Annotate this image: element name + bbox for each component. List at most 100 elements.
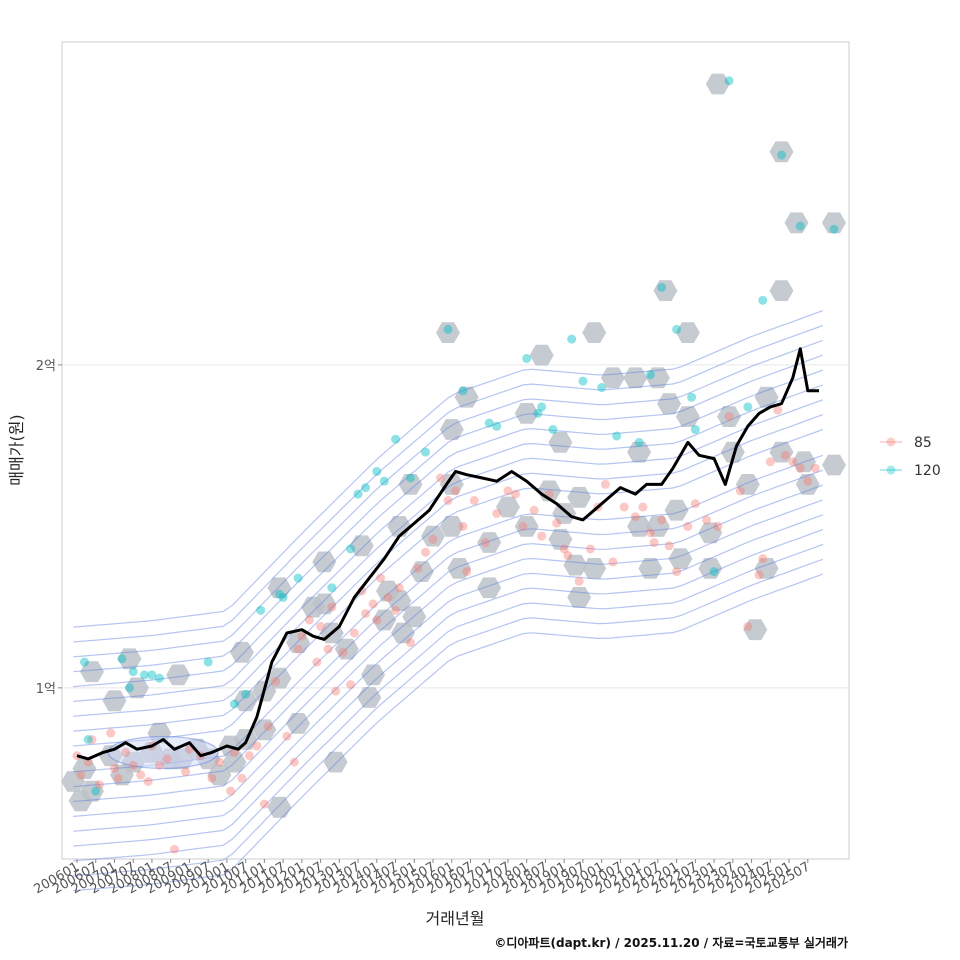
point-85	[327, 602, 337, 612]
point-120	[687, 392, 697, 402]
hexbin-cell	[80, 661, 104, 683]
point-85	[724, 412, 734, 422]
point-85	[143, 776, 153, 786]
point-85	[121, 747, 131, 757]
point-120	[327, 583, 337, 593]
point-120	[758, 295, 768, 305]
hexbin-cell	[769, 141, 794, 163]
point-85	[803, 476, 813, 486]
hexbin-cell	[600, 367, 625, 389]
hexbin-cell	[496, 496, 520, 518]
hexbin-cell	[233, 690, 258, 712]
point-120	[458, 386, 468, 396]
point-85	[331, 686, 341, 696]
point-120	[379, 476, 389, 486]
hexbin-cell	[312, 593, 337, 615]
point-85	[376, 573, 386, 583]
hexbin-cell	[638, 558, 663, 579]
point-120	[139, 670, 149, 680]
point-85	[600, 479, 610, 489]
hexbin-cell	[334, 638, 359, 660]
hexbin-cell	[645, 516, 670, 537]
contour-line	[73, 339, 824, 658]
hexbin-cell	[421, 525, 445, 547]
point-120	[421, 447, 431, 457]
point-85	[780, 450, 790, 460]
hexbin-cell	[582, 558, 607, 579]
x-axis-title: 거래년월	[426, 909, 485, 928]
points-120-layer	[79, 76, 839, 796]
point-85	[443, 496, 453, 506]
hexbin-cell	[207, 764, 232, 786]
point-85	[289, 757, 299, 767]
point-120	[829, 224, 839, 234]
point-85	[510, 489, 520, 499]
point-120	[293, 573, 303, 583]
point-120	[128, 667, 138, 677]
point-85	[421, 547, 431, 557]
point-85	[436, 473, 446, 483]
point-120	[353, 489, 363, 499]
hexbin-cell	[454, 386, 479, 408]
caption: ©디아파트(dapt.kr) / 2025.11.20 / 자료=국토교통부 실…	[494, 935, 848, 950]
hexbin-cell	[349, 535, 374, 557]
contour-line	[73, 543, 824, 862]
point-85	[451, 486, 460, 496]
point-120	[492, 421, 502, 431]
point-85	[406, 638, 416, 648]
point-85	[552, 518, 562, 528]
contour-line	[73, 484, 824, 803]
hexbin-cell	[754, 386, 779, 408]
point-85	[559, 544, 569, 554]
point-120	[117, 654, 127, 664]
point-85	[391, 605, 401, 615]
point-120	[147, 670, 157, 680]
contour-line	[73, 414, 824, 732]
hexbin-cell	[675, 322, 700, 343]
point-85	[181, 767, 191, 777]
point-85	[271, 676, 281, 686]
point-120	[724, 76, 734, 86]
trend-line	[76, 347, 819, 761]
hexbin-cell	[439, 419, 464, 440]
point-85	[743, 621, 753, 631]
point-120	[83, 735, 93, 745]
point-85	[128, 760, 138, 770]
hexbin-cell	[357, 687, 382, 708]
hexbin-cell	[548, 432, 573, 453]
contour-line	[73, 399, 824, 717]
hexbin-cell	[436, 322, 460, 343]
point-120	[372, 466, 382, 476]
y-tick-label: 2억	[36, 359, 56, 374]
hexbin-cell	[735, 474, 760, 495]
hexbin-cell	[391, 622, 415, 644]
point-85	[162, 754, 172, 764]
point-85	[713, 521, 723, 531]
point-85	[657, 515, 667, 525]
hexbin-cell	[323, 751, 348, 773]
point-85	[428, 534, 438, 544]
point-85	[383, 592, 393, 602]
point-85	[518, 521, 528, 531]
point-120	[578, 376, 588, 386]
point-85	[735, 486, 745, 496]
point-85	[503, 486, 513, 496]
hexbin-cell	[645, 367, 670, 389]
point-85	[529, 505, 539, 515]
point-85	[76, 770, 86, 780]
point-85	[758, 554, 768, 564]
point-120	[612, 431, 622, 441]
point-85	[645, 528, 655, 538]
hexbin-cell	[548, 528, 573, 550]
hexbin-cell	[398, 474, 423, 495]
point-85	[349, 628, 359, 638]
y-axis: 1억 2억	[36, 359, 62, 697]
contour-line	[73, 469, 824, 788]
point-85	[754, 570, 764, 580]
point-120	[672, 324, 682, 334]
gridlines	[62, 364, 849, 689]
hexbin-cell	[769, 441, 794, 463]
hexbin-cell	[567, 486, 592, 508]
hexbin-cell	[514, 403, 539, 424]
hexbin-cell	[286, 632, 311, 653]
